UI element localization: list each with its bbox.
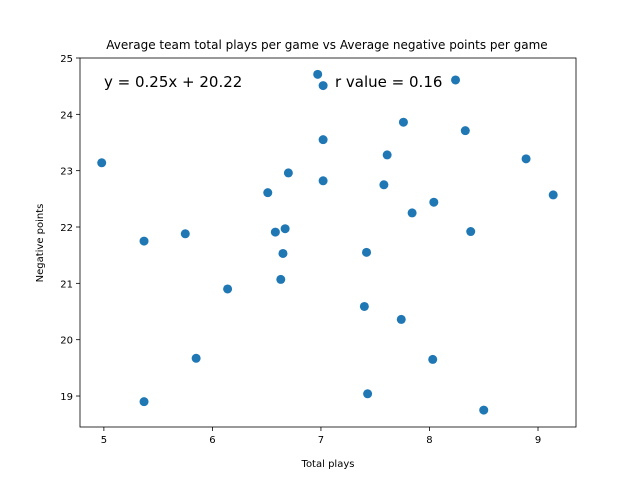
data-point: [283, 168, 293, 178]
data-point: [318, 135, 328, 145]
data-point: [359, 301, 369, 311]
data-point: [97, 158, 107, 168]
data-point: [139, 397, 149, 407]
y-tick-label: 23: [60, 167, 73, 178]
data-point: [313, 69, 323, 79]
x-axis-label: Total plays: [301, 459, 355, 470]
x-tick-label: 9: [535, 435, 541, 446]
x-tick-label: 8: [426, 435, 432, 446]
data-point: [451, 75, 461, 85]
data-point: [382, 150, 392, 160]
plot-frame: [79, 57, 577, 428]
data-point: [278, 248, 288, 258]
data-point: [270, 227, 280, 237]
data-point: [479, 405, 489, 415]
plot-area: 5 6 7 8 9 19 20 21 22 23 24 25: [60, 54, 577, 446]
r-value-annotation: r value = 0.16: [335, 73, 442, 91]
y-tick-label: 25: [60, 54, 73, 65]
data-point: [180, 229, 190, 239]
data-point: [363, 389, 373, 399]
x-tick-label: 6: [209, 435, 215, 446]
data-point: [223, 284, 233, 294]
chart-title: Average team total plays per game vs Ave…: [106, 38, 547, 52]
data-point: [318, 81, 328, 91]
data-point: [280, 224, 290, 234]
y-tick-label: 21: [60, 279, 73, 290]
data-point: [466, 227, 476, 237]
y-axis-label: Negative points: [35, 204, 46, 283]
data-point: [521, 154, 531, 164]
data-point: [362, 247, 372, 257]
data-point: [548, 190, 558, 200]
x-tick-label: 5: [101, 435, 107, 446]
data-points: [97, 69, 558, 415]
data-point: [379, 180, 389, 190]
x-tick-label: 7: [318, 435, 324, 446]
y-tick-label: 22: [60, 223, 73, 234]
data-point: [318, 176, 328, 186]
data-point: [396, 314, 406, 324]
data-point: [428, 354, 438, 364]
y-tick-label: 19: [60, 392, 73, 403]
y-tick-label: 24: [60, 110, 73, 121]
data-point: [429, 197, 439, 207]
data-point: [398, 117, 408, 127]
y-tick-label: 20: [60, 336, 73, 347]
data-point: [407, 208, 417, 218]
data-point: [263, 188, 273, 198]
data-point: [276, 274, 286, 284]
regression-equation: y = 0.25x + 20.22: [104, 73, 242, 91]
data-point: [460, 126, 470, 136]
data-point: [191, 353, 201, 363]
data-point: [139, 236, 149, 246]
